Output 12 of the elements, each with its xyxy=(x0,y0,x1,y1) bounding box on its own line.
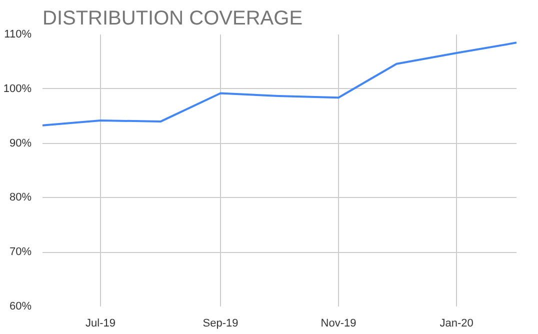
y-tick-label: 70% xyxy=(9,246,32,258)
y-tick-label: 100% xyxy=(3,82,32,95)
x-tick-label: Jan-20 xyxy=(440,318,474,330)
y-tick-label: 60% xyxy=(9,300,32,312)
line-series xyxy=(42,42,516,126)
x-tick-label: Sep-19 xyxy=(202,318,238,330)
x-tick-label: Jul-19 xyxy=(86,318,116,330)
y-tick-label: 80% xyxy=(9,192,32,204)
chart-title: DISTRIBUTION COVERAGE xyxy=(42,8,303,30)
y-tick-label: 90% xyxy=(9,137,32,150)
x-tick-label: Nov-19 xyxy=(320,318,356,330)
y-tick-label: 110% xyxy=(4,28,32,40)
